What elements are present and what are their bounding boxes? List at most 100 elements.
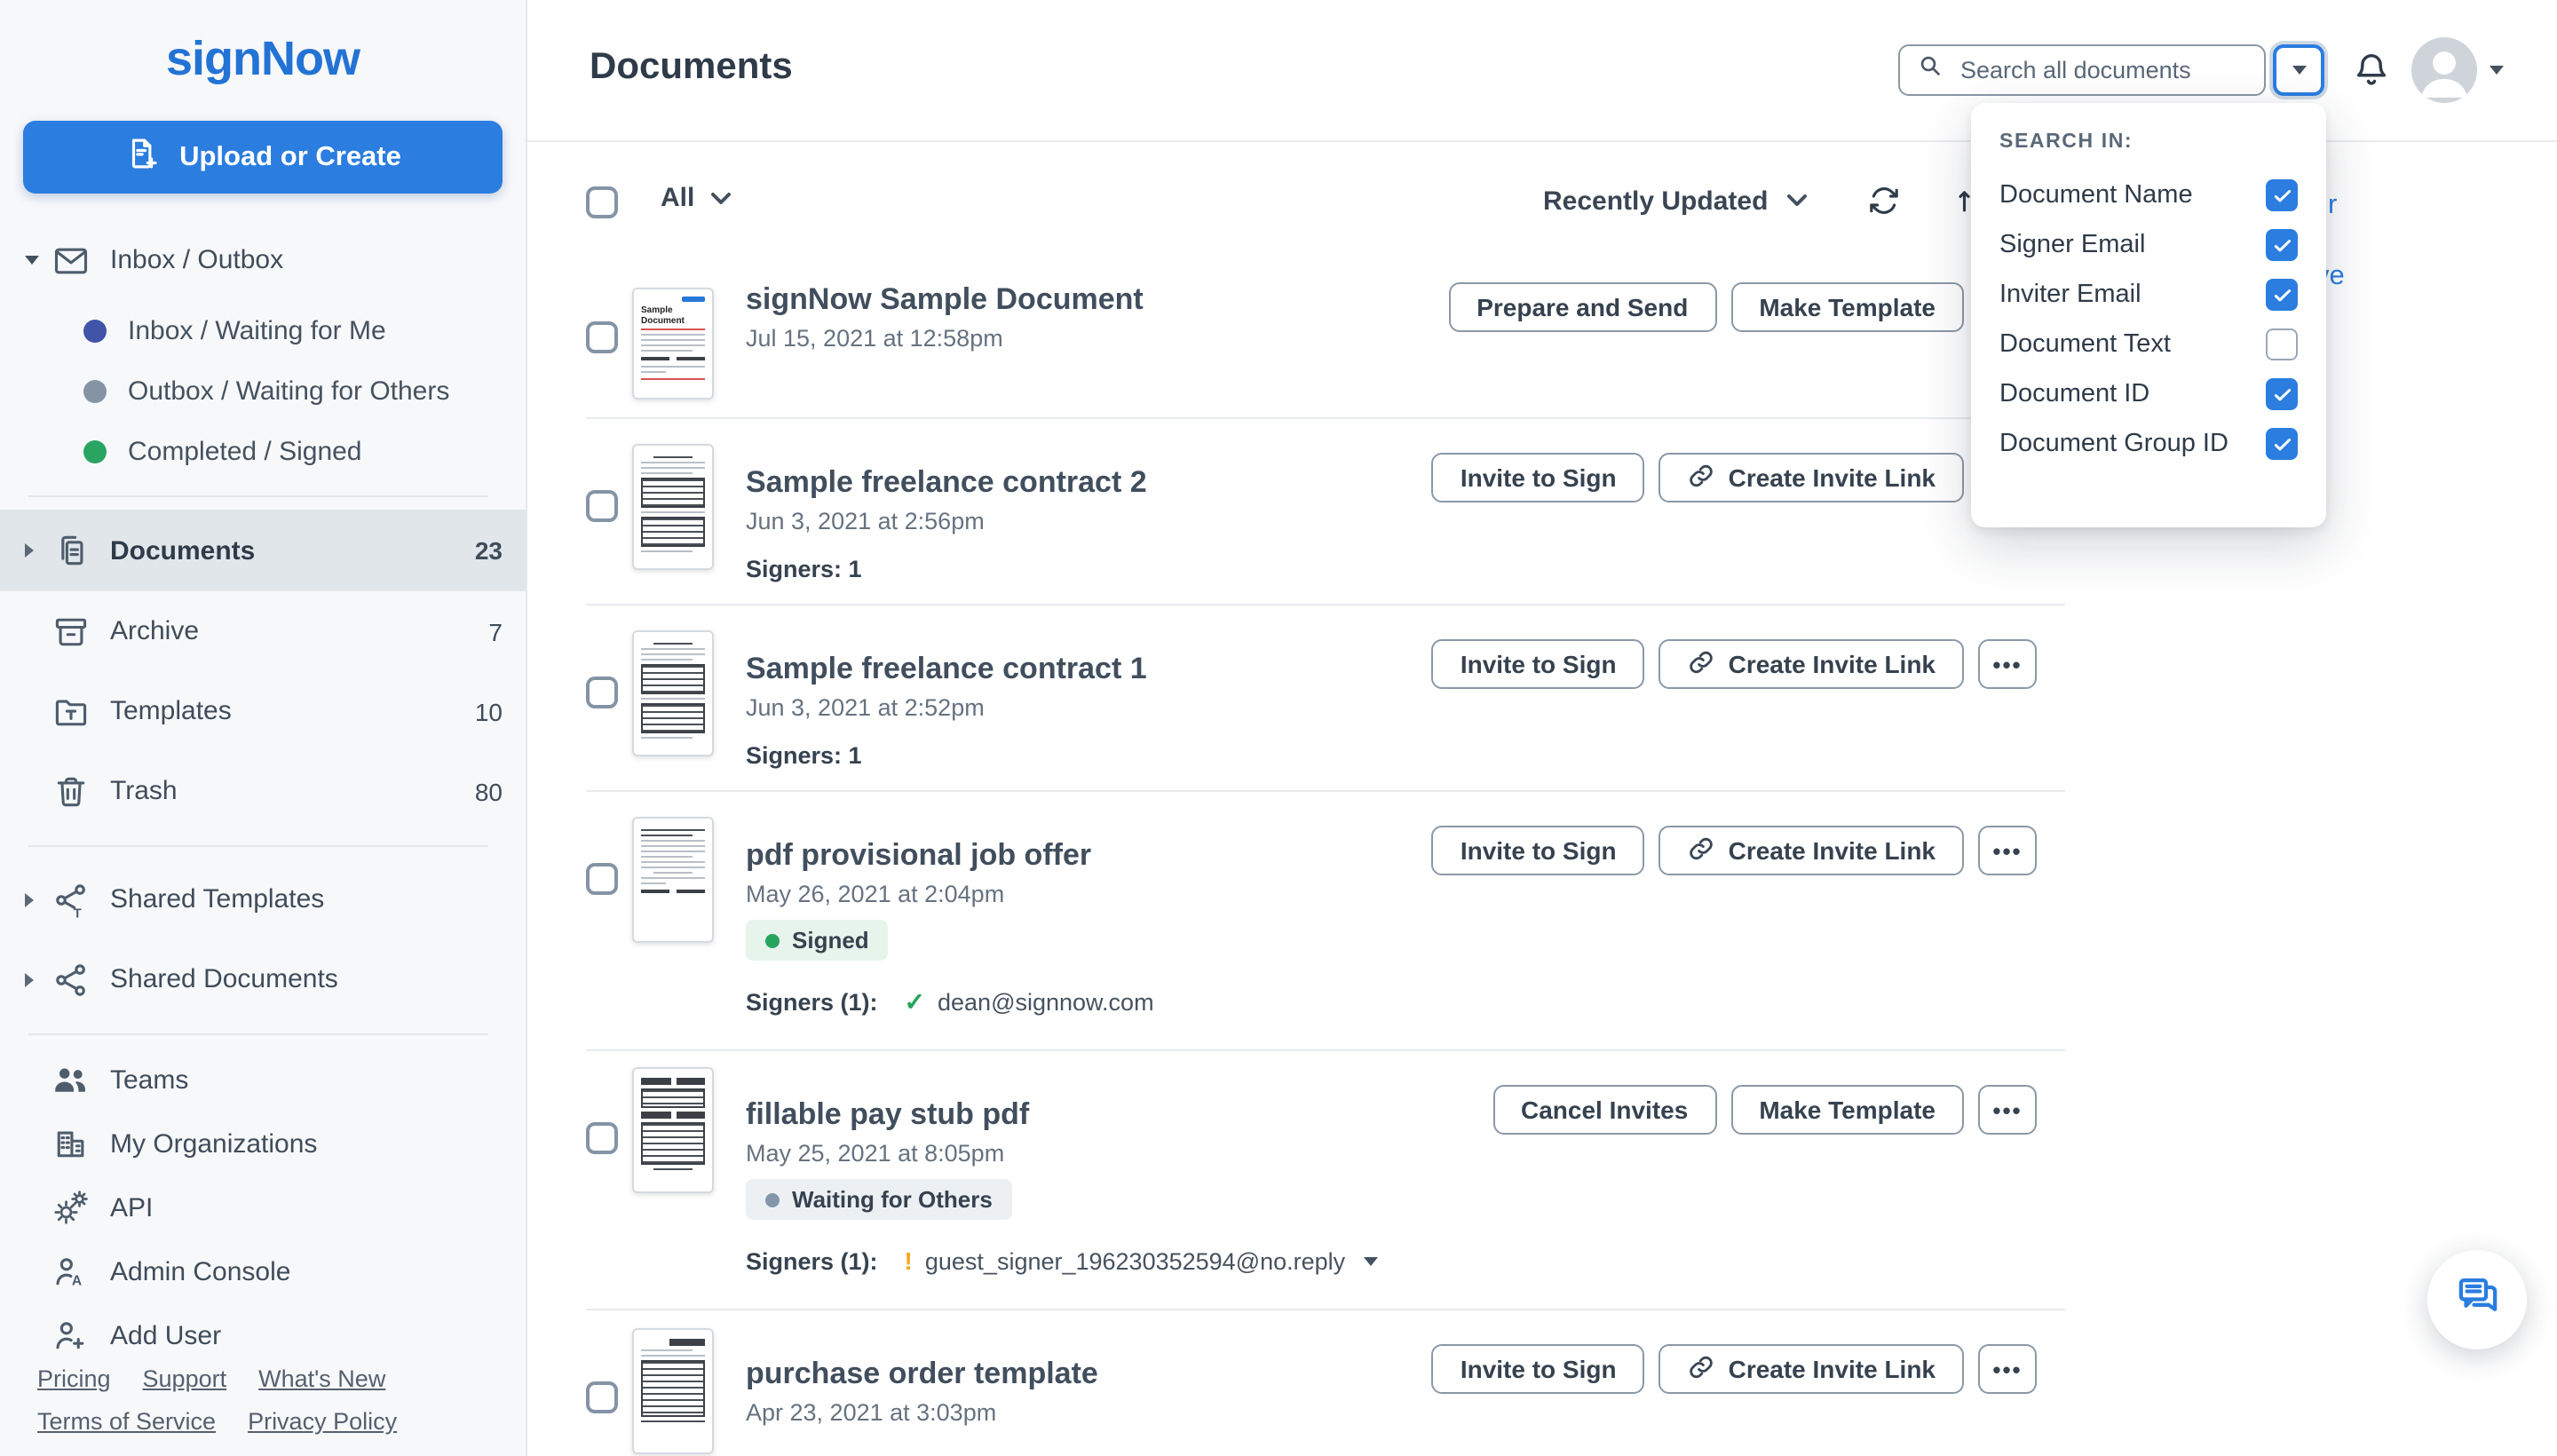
search-options-toggle-button[interactable] bbox=[2273, 44, 2324, 96]
invite-to-sign-button[interactable]: Invite to Sign bbox=[1431, 453, 1645, 502]
chat-support-button[interactable] bbox=[2427, 1250, 2527, 1349]
document-thumbnail[interactable] bbox=[632, 444, 714, 570]
sidebar-item-add-user[interactable]: Add User bbox=[0, 1303, 526, 1367]
api-icon bbox=[51, 1188, 91, 1227]
footer-link-support[interactable]: Support bbox=[142, 1365, 227, 1392]
create-invite-link-button[interactable]: Create Invite Link bbox=[1658, 826, 1964, 875]
sidebar-divider bbox=[28, 845, 488, 847]
sort-order-dropdown[interactable]: Recently Updated bbox=[1543, 186, 1769, 216]
account-menu-caret-icon[interactable] bbox=[2490, 66, 2504, 75]
invite-to-sign-button[interactable]: Invite to Sign bbox=[1431, 1344, 1645, 1394]
search-in-option-document-id[interactable]: Document ID bbox=[1971, 369, 2326, 419]
document-thumbnail[interactable]: Sample Document bbox=[632, 288, 714, 400]
sidebar-item-trash[interactable]: Trash 80 bbox=[0, 751, 526, 831]
list-toolbar: All Recently Updated bbox=[526, 142, 2557, 250]
chevron-down-icon bbox=[2292, 66, 2306, 75]
sidebar-item-shared-templates[interactable]: T Shared Templates bbox=[0, 859, 526, 939]
sidebar-item-templates[interactable]: Templates 10 bbox=[0, 671, 526, 751]
document-title[interactable]: Sample freelance contract 2 bbox=[746, 465, 1147, 499]
sidebar-divider bbox=[28, 1033, 488, 1035]
document-checkbox[interactable] bbox=[586, 677, 618, 708]
sidebar-item-label: Shared Templates bbox=[110, 884, 325, 914]
invite-to-sign-button[interactable]: Invite to Sign bbox=[1431, 826, 1645, 875]
shared-templates-icon: T bbox=[51, 880, 91, 919]
signer-email[interactable]: dean@signnow.com bbox=[938, 989, 1154, 1016]
checkbox-document-name[interactable] bbox=[2266, 179, 2298, 211]
user-avatar[interactable] bbox=[2411, 37, 2477, 103]
search-in-option-document-group-id[interactable]: Document Group ID bbox=[1971, 419, 2326, 469]
filter-all-dropdown[interactable]: All bbox=[661, 183, 732, 213]
prepare-and-send-button[interactable]: Prepare and Send bbox=[1448, 282, 1717, 332]
sidebar-item-completed-signed[interactable]: Completed / Signed bbox=[0, 421, 526, 481]
more-actions-button[interactable]: ••• bbox=[1978, 826, 2037, 875]
sidebar-item-shared-documents[interactable]: Shared Documents bbox=[0, 939, 526, 1019]
notifications-bell-button[interactable] bbox=[2351, 50, 2392, 91]
sidebar-item-inbox-outbox[interactable]: Inbox / Outbox bbox=[0, 220, 526, 300]
caret-right-icon bbox=[25, 543, 34, 558]
make-template-button[interactable]: Make Template bbox=[1730, 282, 1964, 332]
sidebar-item-teams[interactable]: Teams bbox=[0, 1048, 526, 1112]
sidebar-item-inbox-waiting-for-me[interactable]: Inbox / Waiting for Me bbox=[0, 300, 526, 360]
document-checkbox[interactable] bbox=[586, 1122, 618, 1154]
checkbox-signer-email[interactable] bbox=[2266, 229, 2298, 261]
document-title[interactable]: Sample freelance contract 1 bbox=[746, 652, 1147, 685]
invite-to-sign-button[interactable]: Invite to Sign bbox=[1431, 639, 1645, 689]
document-thumbnail[interactable] bbox=[632, 630, 714, 756]
document-checkbox[interactable] bbox=[586, 490, 618, 522]
signer-email[interactable]: guest_signer_196230352594@no.reply bbox=[924, 1247, 1346, 1274]
link-icon bbox=[1688, 834, 1716, 867]
search-in-option-document-text[interactable]: Document Text bbox=[1971, 320, 2326, 369]
make-template-button[interactable]: Make Template bbox=[1730, 1085, 1964, 1135]
cancel-invites-button[interactable]: Cancel Invites bbox=[1492, 1085, 1717, 1135]
search-bar[interactable] bbox=[1898, 44, 2266, 96]
footer-link-what-s-new[interactable]: What's New bbox=[258, 1365, 386, 1392]
caret-down-icon[interactable] bbox=[1363, 1256, 1378, 1265]
select-all-checkbox[interactable] bbox=[586, 186, 618, 218]
document-title[interactable]: fillable pay stub pdf bbox=[746, 1097, 1030, 1131]
checkbox-inviter-email[interactable] bbox=[2266, 279, 2298, 311]
sidebar-item-admin-console[interactable]: A Admin Console bbox=[0, 1239, 526, 1303]
search-input[interactable] bbox=[1957, 55, 2248, 85]
sidebar-item-archive[interactable]: Archive 7 bbox=[0, 591, 526, 671]
search-in-panel: SEARCH IN: Document Name Signer Email Invi… bbox=[1971, 103, 2326, 527]
checkbox-document-id[interactable] bbox=[2266, 378, 2298, 410]
document-title[interactable]: purchase order template bbox=[746, 1357, 1098, 1390]
create-invite-link-button[interactable]: Create Invite Link bbox=[1658, 639, 1964, 689]
document-actions: Invite to Sign Create Invite Link ••• bbox=[1431, 639, 2037, 689]
create-invite-link-button[interactable]: Create Invite Link bbox=[1658, 1344, 1964, 1394]
footer-link-terms-of-service[interactable]: Terms of Service bbox=[37, 1408, 217, 1435]
search-in-option-document-name[interactable]: Document Name bbox=[1971, 170, 2326, 220]
document-checkbox[interactable] bbox=[586, 863, 618, 895]
sidebar-item-api[interactable]: API bbox=[0, 1175, 526, 1239]
sidebar-item-documents[interactable]: Documents 23 bbox=[0, 510, 526, 591]
checkbox-document-text[interactable] bbox=[2266, 328, 2298, 360]
upload-or-create-button[interactable]: Upload or Create bbox=[23, 121, 503, 194]
document-info: Sample freelance contract 2 Jun 3, 2021 a… bbox=[746, 463, 1147, 582]
checkbox-document-group-id[interactable] bbox=[2266, 428, 2298, 460]
document-checkbox[interactable] bbox=[586, 321, 618, 353]
document-title[interactable]: pdf provisional job offer bbox=[746, 838, 1092, 872]
search-in-option-inviter-email[interactable]: Inviter Email bbox=[1971, 270, 2326, 320]
document-title[interactable]: signNow Sample Document bbox=[746, 282, 1144, 316]
search-in-option-signer-email[interactable]: Signer Email bbox=[1971, 220, 2326, 270]
document-thumbnail[interactable] bbox=[632, 1328, 714, 1454]
more-actions-button[interactable]: ••• bbox=[1978, 639, 2037, 689]
sidebar-item-outbox-waiting-for-others[interactable]: Outbox / Waiting for Others bbox=[0, 360, 526, 421]
footer-link-pricing[interactable]: Pricing bbox=[37, 1365, 111, 1392]
document-thumbnail[interactable] bbox=[632, 817, 714, 943]
sidebar-item-label: Documents bbox=[110, 535, 256, 566]
more-actions-button[interactable]: ••• bbox=[1978, 1344, 2037, 1394]
sidebar-item-my-organizations[interactable]: My Organizations bbox=[0, 1112, 526, 1175]
page-header: Documents bbox=[526, 0, 2557, 142]
more-actions-button[interactable]: ••• bbox=[1978, 1085, 2037, 1135]
footer-link-privacy-policy[interactable]: Privacy Policy bbox=[248, 1408, 398, 1435]
refresh-button[interactable] bbox=[1865, 183, 1901, 218]
document-thumbnail[interactable] bbox=[632, 1067, 714, 1193]
sidebar-item-count: 80 bbox=[474, 777, 503, 805]
document-checkbox[interactable] bbox=[586, 1381, 618, 1413]
create-invite-link-button[interactable]: Create Invite Link bbox=[1658, 453, 1964, 502]
document-row: fillable pay stub pdf May 25, 2021 at 8:0… bbox=[526, 1051, 2557, 1310]
sidebar-item-label: My Organizations bbox=[110, 1128, 318, 1159]
button-label: Make Template bbox=[1759, 1096, 1936, 1124]
caret-right-icon bbox=[25, 892, 34, 906]
